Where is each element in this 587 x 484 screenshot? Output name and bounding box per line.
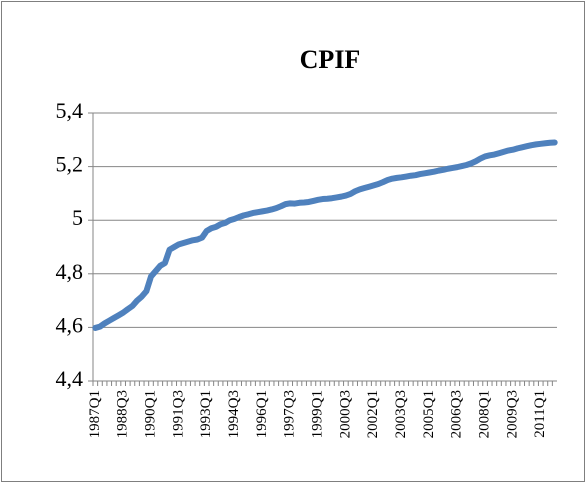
y-tick-label: 4,8 bbox=[56, 259, 84, 284]
chart-title: CPIF bbox=[300, 45, 361, 74]
y-tick-label: 4,6 bbox=[56, 312, 84, 337]
y-tick-label: 5 bbox=[72, 205, 83, 230]
x-tick-label: 1991Q3 bbox=[170, 390, 186, 438]
x-tick-label: 2011Q1 bbox=[532, 390, 548, 438]
x-tick-label: 1990Q1 bbox=[142, 390, 158, 438]
x-tick-label: 2006Q3 bbox=[449, 390, 465, 438]
x-tick-label: 1993Q1 bbox=[198, 390, 214, 438]
y-tick-label: 4,4 bbox=[56, 366, 84, 391]
y-tick-label: 5,2 bbox=[56, 152, 84, 177]
data-line bbox=[92, 139, 558, 331]
x-tick-label: 2000Q3 bbox=[337, 390, 353, 438]
x-tick-label: 1997Q3 bbox=[282, 390, 298, 438]
x-tick-label: 2009Q3 bbox=[504, 390, 520, 438]
x-tick-label: 2002Q1 bbox=[365, 390, 381, 438]
x-tick-label: 1994Q3 bbox=[226, 390, 242, 438]
x-tick-label: 1987Q1 bbox=[87, 390, 103, 438]
x-tick-label: 1988Q3 bbox=[115, 390, 131, 438]
x-tick-label: 1999Q1 bbox=[309, 390, 325, 438]
x-tick-label: 2005Q1 bbox=[421, 390, 437, 438]
x-tick-label: 2008Q1 bbox=[477, 390, 493, 438]
x-tick-label: 1996Q1 bbox=[254, 390, 270, 438]
x-tick-label: 2003Q3 bbox=[393, 390, 409, 438]
y-tick-label: 5,4 bbox=[56, 98, 84, 123]
